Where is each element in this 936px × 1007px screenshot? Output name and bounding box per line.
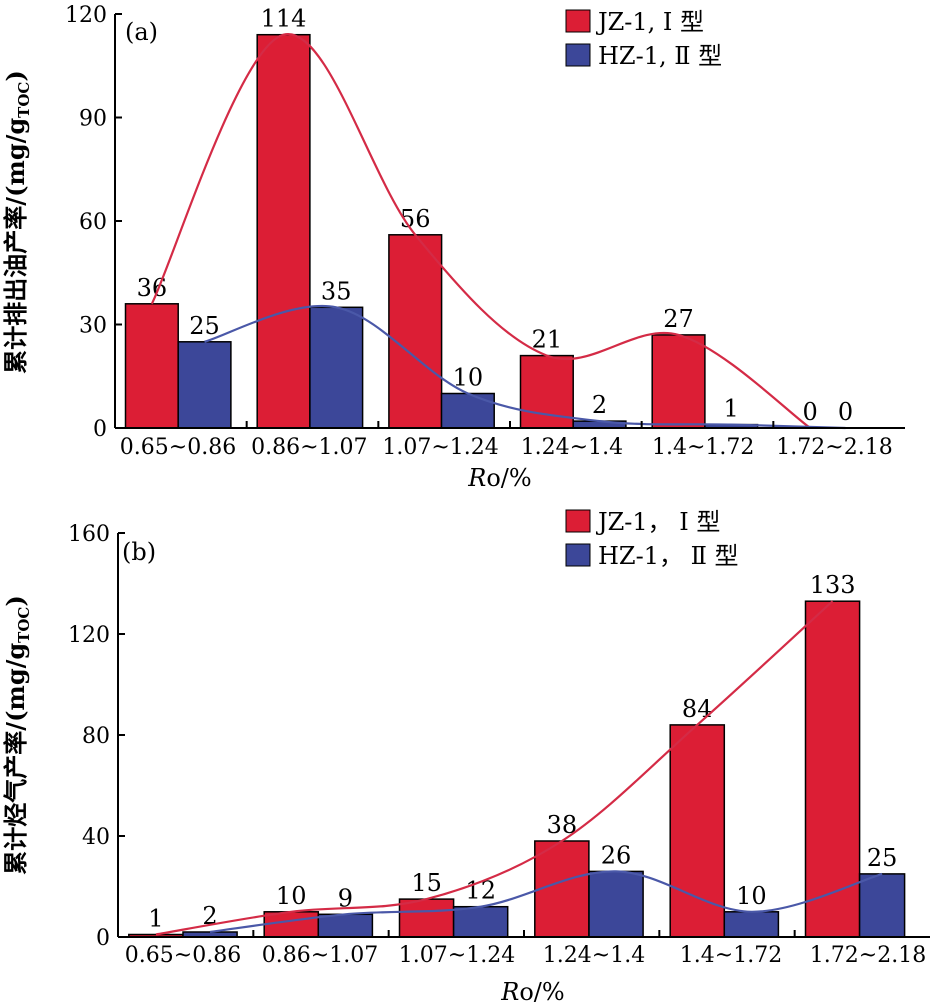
panel-b-bar-red-4 xyxy=(669,724,726,938)
panel-b-y-axis-title: 累计烃气产率/(mg/gTOC) xyxy=(1,595,33,874)
panel-a-x-tick-label-3: 1.24~1.4 xyxy=(521,435,623,460)
panel-a-legend-swatch-red xyxy=(565,9,591,33)
panel-b-x-tick-label-4: 1.4~1.72 xyxy=(680,943,782,968)
panel-b-x-tick-label-2: 1.07~1.24 xyxy=(399,943,515,968)
panel-b-data-label-red-4: 84 xyxy=(682,695,713,723)
panel-b-bar-red-3 xyxy=(534,840,590,938)
panel-a-legend: JZ-1, Ⅰ 型 HZ-1, Ⅱ 型 xyxy=(565,8,722,70)
panel-b-x-tick-label-0: 0.65~0.86 xyxy=(125,943,241,968)
panel-b-data-label-blue-4: 10 xyxy=(736,882,767,910)
panel-a-data-label-blue-0: 25 xyxy=(189,312,220,340)
panel-a-y-tick-label-0: 0 xyxy=(93,417,107,442)
panel-b-data-label-blue-5: 25 xyxy=(867,844,898,872)
panel-b-y-tick-label-3: 120 xyxy=(68,623,110,648)
panel-b-y-tick-label-4: 160 xyxy=(68,522,110,547)
panel-a-y-tick-label-2: 60 xyxy=(79,210,107,235)
panel-b-bar-blue-4 xyxy=(723,911,780,938)
panel-a-y-axis-title-main: 累计排出油产率/(mg/g xyxy=(1,118,30,374)
panel-b: (b) JZ-1， Ⅰ 型 HZ-1， Ⅱ 型 Ro/% 累计烃气产率/(mg/… xyxy=(1,508,739,1006)
panel-a-data-label-red-4: 27 xyxy=(663,305,694,333)
panel-b-data-label-blue-3: 26 xyxy=(601,841,632,869)
panel-a-y-axis-title-end: ) xyxy=(1,70,30,81)
panel-a-x-tick-label-0: 0.65~0.86 xyxy=(120,435,236,460)
panel-a-bar-blue-1 xyxy=(309,306,364,429)
panel-b-bar-red-1 xyxy=(263,911,320,938)
panel-b-curve-blue xyxy=(209,870,883,934)
panel-b-legend-label-blue: HZ-1， Ⅱ 型 xyxy=(598,542,739,570)
panel-b-data-label-red-0: 1 xyxy=(148,905,163,933)
panel-b-data-label-red-5: 133 xyxy=(810,571,856,599)
panel-b-x-tick-label-5: 1.72~2.18 xyxy=(810,943,926,968)
panel-b-x-axis-title-italic: R xyxy=(500,978,519,1006)
panel-b-bar-blue-5 xyxy=(858,873,906,938)
panel-b-x-tick-label-1: 0.86~1.07 xyxy=(262,943,378,968)
panel-a-y-tick-label-3: 90 xyxy=(79,107,107,132)
panel-b-data-label-blue-0: 2 xyxy=(202,902,217,930)
panel-a-bar-red-0 xyxy=(124,303,179,429)
panel-a-data-label-blue-3: 2 xyxy=(592,391,607,419)
panel-a-x-tick-label-4: 1.4~1.72 xyxy=(652,435,754,460)
panel-b-data-label-blue-1: 9 xyxy=(338,884,353,912)
panel-b-y-tick-label-1: 40 xyxy=(82,825,110,850)
panel-a-x-axis-title-italic: R xyxy=(467,464,486,492)
panel-a-legend-label-blue: HZ-1, Ⅱ 型 xyxy=(598,42,722,70)
panel-b-legend: JZ-1， Ⅰ 型 HZ-1， Ⅱ 型 xyxy=(565,508,739,570)
panel-a-x-axis-title: Ro/% xyxy=(467,464,531,492)
panel-a-y-tick-label-4: 120 xyxy=(65,3,107,28)
panel-b-legend-swatch-red xyxy=(565,509,591,533)
panel-a-x-tick-label-5: 1.72~2.18 xyxy=(776,435,892,460)
panel-b-curve-red xyxy=(155,600,834,936)
panel-b-bar-blue-2 xyxy=(452,905,509,938)
panel-b-data-label-red-2: 15 xyxy=(411,869,442,897)
panel-a-bar-red-4 xyxy=(651,334,706,429)
panel-a-bar-blue-0 xyxy=(177,341,232,429)
panel-b-y-axis-title-sub: TOC xyxy=(15,607,33,643)
panel-a-legend-swatch-blue xyxy=(565,43,591,67)
panel-a-data-label-blue-1: 35 xyxy=(321,277,352,305)
panel-b-y-axis-title-end: ) xyxy=(1,595,30,606)
panel-b-y-tick-label-2: 80 xyxy=(82,724,110,749)
panel-b-legend-swatch-blue xyxy=(565,543,591,567)
panel-a-data-label-blue-5: 0 xyxy=(838,398,853,426)
panel-b-bar-red-5 xyxy=(804,600,861,938)
panel-b-x-tick-label-3: 1.24~1.4 xyxy=(543,943,645,968)
panel-b-bar-blue-1 xyxy=(317,913,374,938)
panel-b-x-axis-title-rest: o/% xyxy=(519,978,564,1006)
panel-a-y-tick-label-1: 30 xyxy=(79,314,107,339)
panel-b-legend-label-red: JZ-1， Ⅰ 型 xyxy=(595,508,720,536)
panel-a-data-label-red-5: 0 xyxy=(803,398,818,426)
panel-a-curve-blue xyxy=(204,304,846,430)
panel-a-x-tick-label-1: 0.86~1.07 xyxy=(251,435,367,460)
panel-a-x-axis-title-rest: o/% xyxy=(486,464,531,492)
panel-b-bar-red-2 xyxy=(398,898,455,938)
panel-b-y-tick-label-0: 0 xyxy=(96,926,110,951)
panel-a-x-tick-label-2: 1.07~1.24 xyxy=(382,435,498,460)
panel-a-bar-blue-2 xyxy=(440,392,495,429)
panel-b-y-axis-title-main: 累计烃气产率/(mg/g xyxy=(1,643,30,875)
panel-a: (a) JZ-1, Ⅰ 型 HZ-1, Ⅱ 型 Ro/% 累计排出油产率/(mg… xyxy=(1,8,722,492)
panel-b-label: (b) xyxy=(122,538,156,566)
panel-a-data-label-blue-4: 1 xyxy=(724,395,739,423)
panel-a-data-label-red-3: 21 xyxy=(532,326,563,354)
panel-a-legend-label-red: JZ-1, Ⅰ 型 xyxy=(595,8,704,36)
panel-b-x-axis-title: Ro/% xyxy=(500,978,564,1006)
panel-b-bar-blue-3 xyxy=(588,870,644,938)
panel-a-data-label-red-1: 114 xyxy=(261,5,307,33)
panel-a-curve-red xyxy=(150,33,811,429)
panel-a-bar-red-1 xyxy=(256,33,311,429)
panel-b-data-label-red-1: 10 xyxy=(276,882,307,910)
panel-a-y-axis-title-sub: TOC xyxy=(15,82,33,118)
panel-a-data-label-blue-2: 10 xyxy=(453,364,484,392)
panel-a-y-axis-title: 累计排出油产率/(mg/gTOC) xyxy=(1,70,33,373)
panel-a-bar-red-2 xyxy=(388,234,443,429)
panel-a-label: (a) xyxy=(125,18,158,46)
